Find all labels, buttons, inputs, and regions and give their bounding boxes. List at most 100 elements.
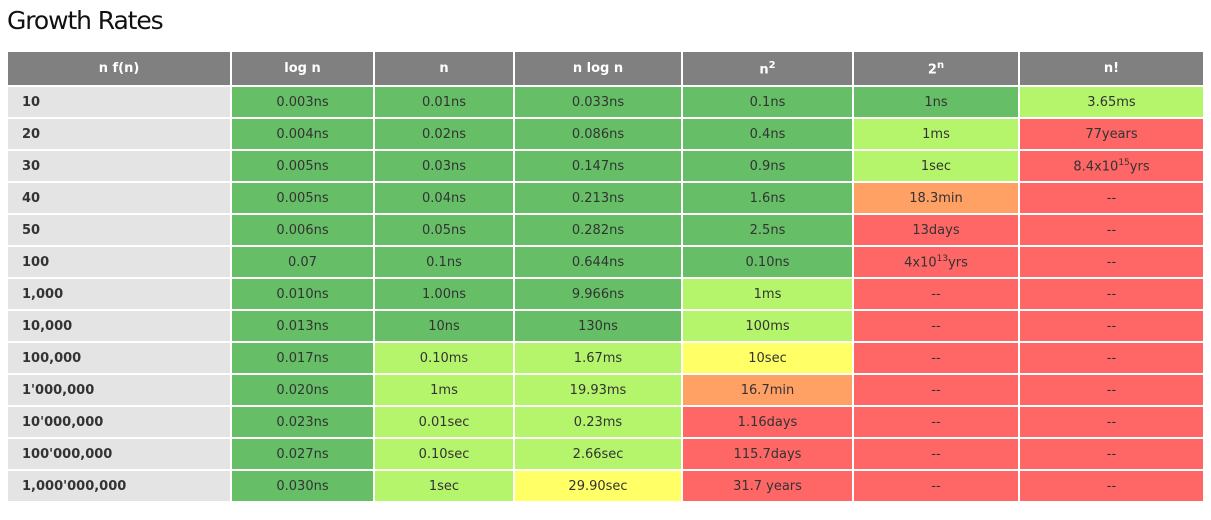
cell-value: 115.7days <box>733 446 802 462</box>
table-cell: 0.02ns <box>375 119 513 149</box>
cell-exponent: 13 <box>936 253 949 264</box>
cell-unit: yrs <box>1129 159 1150 175</box>
cell-value: 0.10ns <box>745 254 790 270</box>
table-cell: 1ns <box>854 87 1018 117</box>
row-n-value: 30 <box>8 151 230 181</box>
table-cell: 0.033ns <box>515 87 681 117</box>
cell-value: 0.9ns <box>749 158 786 174</box>
table-cell: -- <box>854 343 1018 373</box>
cell-value: 0.005ns <box>276 158 329 174</box>
table-cell: 0.010ns <box>232 279 373 309</box>
table-cell: 1ms <box>854 119 1018 149</box>
cell-value: -- <box>931 446 941 462</box>
cell-value: 1ms <box>922 126 950 142</box>
cell-value: -- <box>931 318 941 334</box>
cell-value: 0.4ns <box>749 126 786 142</box>
cell-value: 10ns <box>428 318 460 334</box>
table-row: 30 0.005ns 0.03ns 0.147ns 0.9ns 1sec 8.4x1015y… <box>8 151 1203 181</box>
cell-value: 0.004ns <box>276 126 329 142</box>
table-cell: 0.1ns <box>375 247 513 277</box>
table-cell: 0.07 <box>232 247 373 277</box>
table-row: 20 0.004ns 0.02ns 0.086ns 0.4ns 1ms 77years <box>8 119 1203 149</box>
cell-value: 0.147ns <box>571 158 625 174</box>
table-row: 1,000 0.010ns 1.00ns 9.966ns 1ms -- -- <box>8 279 1203 309</box>
cell-value: -- <box>1106 318 1117 334</box>
row-n-value: 10,000 <box>8 311 230 341</box>
table-cell: 0.023ns <box>232 407 373 437</box>
table-cell: -- <box>854 311 1018 341</box>
table-cell: 0.147ns <box>515 151 681 181</box>
cell-value: -- <box>931 478 941 494</box>
table-cell: 0.01ns <box>375 87 513 117</box>
cell-value: 0.03ns <box>422 158 466 174</box>
table-cell: -- <box>1020 215 1203 245</box>
column-header-0: n f(n) <box>8 52 230 85</box>
cell-value: 0.282ns <box>571 222 625 238</box>
row-n-value: 10 <box>8 87 230 117</box>
table-cell: 0.005ns <box>232 151 373 181</box>
cell-value: 0.07 <box>288 254 317 270</box>
table-cell: 4x1013yrs <box>854 247 1018 277</box>
cell-value: 1ms <box>430 382 458 398</box>
column-header-label: 2 <box>927 62 937 78</box>
cell-value: 1.00ns <box>422 286 466 302</box>
cell-value: 0.086ns <box>571 126 625 142</box>
table-cell: 0.03ns <box>375 151 513 181</box>
table-cell: 0.020ns <box>232 375 373 405</box>
table-cell: 29.90sec <box>515 471 681 501</box>
cell-value: 0.1ns <box>426 254 462 270</box>
column-header-exponent: n <box>936 59 945 71</box>
cell-value: 1.16days <box>737 414 798 430</box>
cell-value: 0.644ns <box>571 254 625 270</box>
table-cell: 0.013ns <box>232 311 373 341</box>
table-cell: 9.966ns <box>515 279 681 309</box>
table-cell: 19.93ms <box>515 375 681 405</box>
cell-value: 1sec <box>920 158 952 174</box>
cell-value: 0.05ns <box>422 222 466 238</box>
cell-value: 0.003ns <box>276 94 329 110</box>
column-header-2: n <box>375 52 513 85</box>
cell-value: 8.4x10 <box>1073 159 1119 175</box>
cell-value: 0.013ns <box>276 318 329 334</box>
table-cell: 0.003ns <box>232 87 373 117</box>
table-cell: -- <box>1020 247 1203 277</box>
cell-value: 0.23ms <box>573 414 623 430</box>
cell-value: -- <box>931 382 941 398</box>
table-cell: 0.23ms <box>515 407 681 437</box>
column-header-1: log n <box>232 52 373 85</box>
cell-value: 1ms <box>753 286 782 302</box>
table-cell: 0.1ns <box>683 87 852 117</box>
cell-value: 0.1ns <box>749 94 786 110</box>
page-title: Growth Rates <box>7 6 164 35</box>
cell-value: 130ns <box>578 318 618 334</box>
cell-value: 0.033ns <box>571 94 625 110</box>
cell-value: -- <box>931 286 941 302</box>
column-header-3: n log n <box>515 52 681 85</box>
row-n-value: 20 <box>8 119 230 149</box>
cell-value: 0.017ns <box>276 350 329 366</box>
cell-value: -- <box>931 350 941 366</box>
table-cell: 0.9ns <box>683 151 852 181</box>
cell-value: 31.7 years <box>733 478 802 494</box>
cell-value: 10sec <box>748 350 787 366</box>
table-cell: 0.017ns <box>232 343 373 373</box>
column-header-label: n <box>439 61 449 76</box>
table-cell: 0.005ns <box>232 183 373 213</box>
table-cell: -- <box>1020 407 1203 437</box>
table-cell: 0.027ns <box>232 439 373 469</box>
cell-value: 0.01ns <box>422 94 466 110</box>
table-cell: 0.10ns <box>683 247 852 277</box>
table-cell: -- <box>1020 311 1203 341</box>
cell-value: 1.67ms <box>573 350 623 366</box>
column-header-label: n f(n) <box>98 61 140 76</box>
table-cell: 0.05ns <box>375 215 513 245</box>
table-cell: 10ns <box>375 311 513 341</box>
row-n-value: 1'000,000 <box>8 375 230 405</box>
table-row: 100'000,000 0.027ns 0.10sec 2.66sec 115.7day… <box>8 439 1203 469</box>
cell-value: 77years <box>1085 126 1138 142</box>
table-cell: 0.213ns <box>515 183 681 213</box>
table-cell: 31.7 years <box>683 471 852 501</box>
table-cell: 0.04ns <box>375 183 513 213</box>
